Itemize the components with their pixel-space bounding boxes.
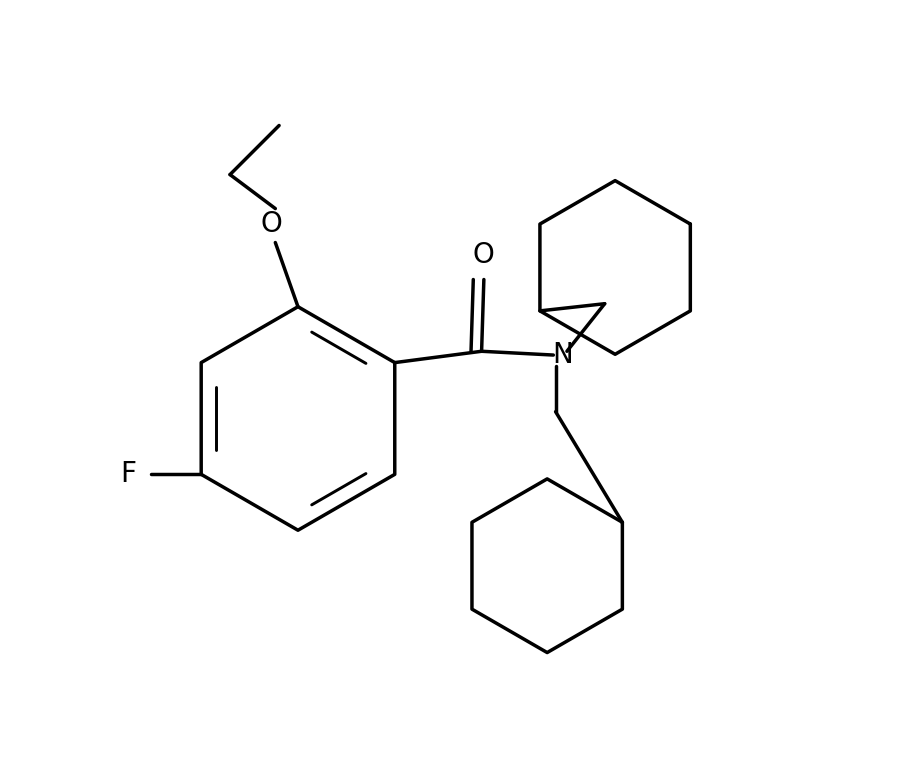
Text: O: O — [473, 241, 495, 269]
Text: F: F — [120, 461, 136, 488]
Text: N: N — [552, 341, 573, 369]
Text: O: O — [260, 210, 283, 238]
